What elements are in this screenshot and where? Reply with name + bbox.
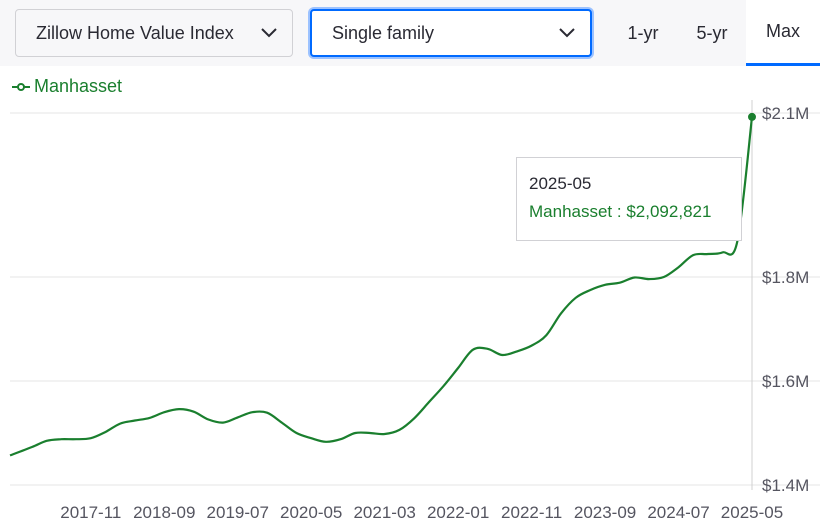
legend-item[interactable]: Manhasset bbox=[12, 76, 122, 97]
tooltip-value: $2,092,821 bbox=[626, 202, 712, 221]
chevron-down-icon bbox=[261, 28, 277, 38]
metric-dropdown-value: Zillow Home Value Index bbox=[36, 22, 234, 43]
hover-point-marker bbox=[748, 112, 756, 121]
x-tick-label: 2020-05 bbox=[280, 503, 342, 522]
series-line-manhasset bbox=[9, 116, 754, 457]
tab-max[interactable]: Max bbox=[746, 0, 820, 66]
x-tick-label: 2018-09 bbox=[133, 503, 195, 522]
metric-dropdown[interactable]: Zillow Home Value Index bbox=[15, 9, 293, 57]
y-tick-label: $1.8M bbox=[762, 268, 809, 287]
y-tick-label: $2.1M bbox=[762, 104, 809, 123]
legend-label: Manhasset bbox=[34, 76, 123, 96]
tooltip-value-line: Manhasset : $2,092,821 bbox=[529, 202, 712, 221]
x-tick-label: 2025-05 bbox=[721, 503, 783, 522]
x-tick-label: 2024-07 bbox=[647, 503, 709, 522]
x-tick-label: 2021-03 bbox=[353, 503, 415, 522]
x-tick-label: 2022-11 bbox=[501, 503, 562, 522]
chart-tooltip: 2025-05 Manhasset : $2,092,821 bbox=[516, 157, 742, 241]
x-tick-label: 2022-01 bbox=[427, 503, 489, 522]
tooltip-date: 2025-05 bbox=[529, 174, 592, 193]
home-type-dropdown-value: Single family bbox=[332, 22, 435, 43]
home-type-dropdown[interactable]: Single family bbox=[310, 9, 592, 57]
legend-line-icon bbox=[12, 82, 30, 91]
tab-5-yr[interactable]: 5-yr bbox=[696, 22, 728, 43]
y-tick-label: $1.4M bbox=[762, 476, 809, 495]
tooltip-series: Manhasset bbox=[529, 202, 613, 221]
x-tick-label: 2019-07 bbox=[207, 503, 269, 522]
x-tick-label: 2023-09 bbox=[574, 503, 636, 522]
chevron-down-icon bbox=[559, 28, 575, 38]
tab-1-yr[interactable]: 1-yr bbox=[627, 22, 659, 43]
y-tick-label: $1.6M bbox=[762, 372, 809, 391]
x-tick-label: 2017-11 bbox=[60, 503, 121, 522]
